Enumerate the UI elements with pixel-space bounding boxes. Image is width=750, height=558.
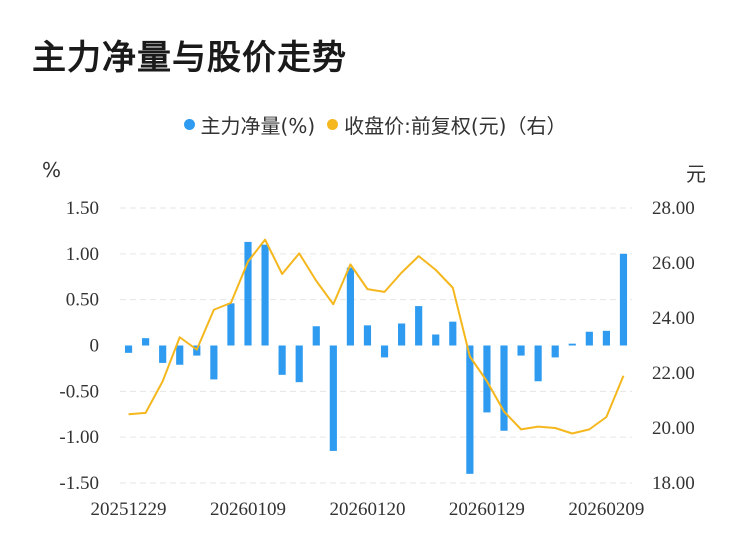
bar (142, 338, 150, 346)
y-right-tick-label: 24.00 (652, 308, 695, 329)
y-left-tick-label: -1.50 (59, 473, 99, 494)
bar (432, 334, 440, 346)
bar (551, 345, 559, 358)
y-left-tick-label: 0 (90, 336, 100, 357)
x-tick-label: 20260209 (568, 499, 644, 520)
bar (363, 325, 372, 346)
y-right-tick-label: 22.00 (652, 363, 695, 384)
x-tick-label: 20260109 (210, 499, 286, 520)
bar (261, 244, 269, 346)
bar (210, 345, 218, 380)
left-axis-unit: % (42, 158, 62, 182)
legend-label-net-volume: 主力净量(%) (200, 114, 316, 138)
chart-title: 主力净量与股价走势 (32, 38, 347, 78)
y-right-tick-label: 26.00 (652, 253, 695, 274)
bar (278, 345, 286, 375)
legend-item-close-price[interactable]: 收盘价:前复权(元)（右） (327, 110, 566, 139)
bar (227, 303, 235, 346)
y-left-tick-label: 1.00 (66, 244, 99, 265)
bar (602, 330, 610, 346)
x-tick-label: 20260129 (449, 499, 525, 520)
x-tick-label: 20260120 (329, 499, 405, 520)
bar (449, 321, 457, 346)
bar (124, 345, 133, 353)
bar (568, 343, 576, 346)
bar (466, 345, 474, 474)
y-right-tick-label: 18.00 (652, 473, 695, 494)
bar (295, 345, 303, 383)
bar (534, 345, 542, 382)
bar (500, 345, 508, 431)
legend: 主力净量(%) 收盘价:前复权(元)（右） (0, 110, 750, 139)
y-left-tick-label: 0.50 (66, 290, 99, 311)
y-right-tick-label: 20.00 (652, 418, 695, 439)
bar (415, 306, 423, 346)
bar (244, 241, 252, 346)
legend-dot-close-price (327, 119, 339, 130)
y-left-tick-label: -0.50 (59, 381, 99, 402)
price-line (128, 238, 625, 435)
right-axis-unit: 元 (686, 162, 706, 186)
bar (619, 253, 628, 346)
bar (517, 345, 525, 356)
bar (585, 331, 593, 346)
legend-label-close-price: 收盘价:前复权(元)（右） (344, 114, 567, 138)
bar (380, 345, 389, 358)
y-left-tick-label: 1.50 (66, 198, 99, 219)
bar (329, 345, 337, 451)
bar (483, 345, 491, 413)
bar (346, 267, 354, 346)
bar (176, 345, 184, 365)
bar (398, 323, 406, 346)
bar (159, 345, 167, 363)
y-left-tick-label: -1.00 (59, 427, 99, 448)
legend-item-net-volume[interactable]: 主力净量(%) (183, 110, 316, 139)
legend-dot-net-volume (183, 119, 195, 130)
y-right-tick-label: 28.00 (652, 198, 695, 219)
bar (312, 326, 320, 346)
x-tick-label: 20251229 (91, 499, 167, 520)
